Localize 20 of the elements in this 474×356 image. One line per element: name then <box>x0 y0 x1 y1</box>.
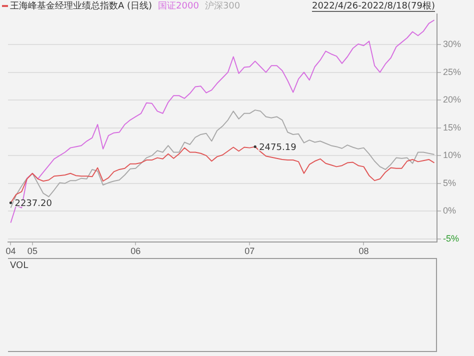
x-tick-label: 07 <box>244 246 255 256</box>
y-tick-label: 0% <box>443 206 456 216</box>
chart-subtitle: 2022/4/26-2022/8/18(79根) <box>312 0 435 12</box>
x-tick-label: 06 <box>130 246 141 256</box>
y-tick-label: -5% <box>443 233 460 244</box>
y-tick-label: 5% <box>443 178 456 188</box>
y-tick-label: 20% <box>443 94 462 105</box>
y-tick-label: 25% <box>443 66 462 77</box>
x-tick-label: 08 <box>358 246 369 256</box>
annotation: 2237.20 <box>14 199 52 210</box>
legend-label: 王海峰基金经理业绩总指数A (日线) <box>10 0 152 12</box>
annotation: 2475.19 <box>259 143 297 154</box>
y-tick-label: 15% <box>443 122 462 132</box>
x-tick-label: 04 <box>6 246 16 256</box>
text: 沪深300 <box>204 0 240 12</box>
y-tick-label: 30% <box>443 39 462 50</box>
y-tick-label: 10% <box>443 150 462 160</box>
empty-panel: VOL <box>8 258 437 352</box>
text: 国证2000 <box>158 0 200 12</box>
x-tick-label: 05 <box>27 246 38 256</box>
